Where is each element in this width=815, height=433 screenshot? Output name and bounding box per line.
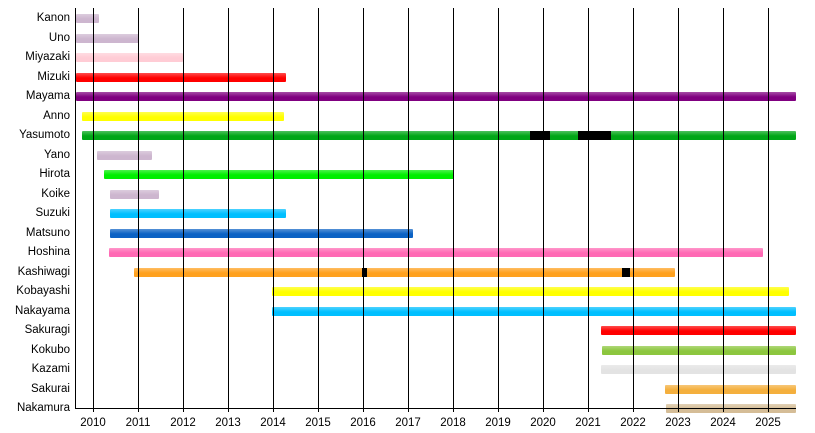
gridline-2024 bbox=[723, 8, 724, 412]
row-label-kanon: Kanon bbox=[36, 12, 70, 24]
x-tick-label-2019: 2019 bbox=[485, 417, 511, 429]
row-label-kokubo: Kokubo bbox=[30, 343, 70, 356]
x-tick-label-2013: 2013 bbox=[215, 417, 241, 429]
timeline-bar-sakuragi bbox=[601, 326, 796, 335]
x-tick-label-2021: 2021 bbox=[575, 417, 601, 429]
gridline-2025 bbox=[768, 8, 769, 412]
gridline-2015 bbox=[318, 8, 319, 412]
row-label-mizuki: Mizuki bbox=[37, 70, 70, 83]
row-label-kazami: Kazami bbox=[31, 363, 70, 375]
gridline-2011 bbox=[138, 8, 139, 412]
gridline-2014 bbox=[273, 8, 274, 412]
row-label-uno: Uno bbox=[48, 31, 70, 44]
row-label-koike: Koike bbox=[41, 187, 70, 200]
gridline-2022 bbox=[633, 8, 634, 412]
x-tick-label-2018: 2018 bbox=[440, 417, 466, 429]
row-label-anno: Anno bbox=[43, 109, 70, 122]
x-tick-label-2022: 2022 bbox=[620, 417, 646, 429]
hiatus-segment-kashiwagi-1 bbox=[362, 267, 368, 277]
row-label-hoshina: Hoshina bbox=[27, 246, 70, 258]
timeline-bar-sakurai bbox=[664, 384, 796, 394]
hiatus-segment-yasumoto-1 bbox=[529, 131, 551, 140]
row-label-mayama: Mayama bbox=[25, 90, 70, 102]
row-label-matsuno: Matsuno bbox=[25, 226, 70, 239]
timeline-bar-suzuki bbox=[110, 209, 287, 218]
row-label-sakuragi: Sakuragi bbox=[24, 324, 70, 336]
timeline-bar-matsuno bbox=[110, 228, 413, 238]
timeline-bar-yasumoto bbox=[82, 131, 796, 140]
timeline-bar-mizuki bbox=[75, 72, 287, 82]
gridline-2016 bbox=[363, 8, 364, 412]
timeline-bar-hoshina bbox=[109, 248, 764, 257]
row-label-suzuki: Suzuki bbox=[35, 207, 70, 219]
gridline-2021 bbox=[588, 8, 589, 412]
hiatus-segment-yasumoto-2 bbox=[578, 131, 611, 140]
x-tick-label-2016: 2016 bbox=[350, 417, 376, 429]
timeline-bar-kobayashi bbox=[272, 287, 790, 296]
timeline-bar-uno bbox=[75, 33, 139, 43]
row-label-nakayama: Nakayama bbox=[15, 304, 70, 317]
x-tick-label-2012: 2012 bbox=[170, 417, 196, 429]
gridline-2020 bbox=[543, 8, 544, 412]
gridline-2018 bbox=[453, 8, 454, 412]
timeline-bar-anno bbox=[82, 111, 284, 121]
gridline-2017 bbox=[408, 8, 409, 412]
row-label-miyazaki: Miyazaki bbox=[25, 51, 70, 63]
timeline-bar-koike bbox=[110, 189, 160, 199]
timeline-bar-kashiwagi bbox=[133, 267, 675, 277]
gridline-2019 bbox=[498, 8, 499, 412]
timeline-bar-hirota bbox=[103, 170, 454, 179]
y-axis-line bbox=[75, 8, 76, 408]
row-label-nakamura: Nakamura bbox=[16, 402, 70, 414]
x-tick-label-2020: 2020 bbox=[530, 417, 556, 429]
x-tick-label-2015: 2015 bbox=[305, 417, 331, 429]
row-label-sakurai: Sakurai bbox=[31, 382, 70, 395]
gridline-2010 bbox=[93, 8, 94, 412]
x-tick-label-2024: 2024 bbox=[710, 417, 736, 429]
gridline-2012 bbox=[183, 8, 184, 412]
row-label-kashiwagi: Kashiwagi bbox=[17, 265, 70, 278]
x-tick-label-2025: 2025 bbox=[755, 417, 781, 429]
hiatus-segment-kashiwagi-2 bbox=[622, 267, 630, 277]
x-tick-label-2023: 2023 bbox=[665, 417, 691, 429]
timeline-bar-kokubo bbox=[601, 345, 796, 355]
timeline-bar-kazami bbox=[601, 365, 796, 374]
row-label-yasumoto: Yasumoto bbox=[19, 129, 70, 141]
x-tick-label-2011: 2011 bbox=[125, 417, 151, 429]
gridline-2013 bbox=[228, 8, 229, 412]
timeline-bar-mayama bbox=[75, 92, 796, 101]
timeline-bar-kanon bbox=[75, 14, 99, 23]
gridline-2023 bbox=[678, 8, 679, 412]
row-label-kobayashi: Kobayashi bbox=[16, 285, 70, 297]
x-tick-label-2010: 2010 bbox=[80, 417, 106, 429]
row-label-yano: Yano bbox=[43, 148, 70, 161]
timeline-bar-nakayama bbox=[272, 306, 796, 316]
x-axis-line bbox=[75, 408, 796, 409]
timeline-bar-miyazaki bbox=[75, 53, 183, 62]
x-tick-label-2017: 2017 bbox=[395, 417, 421, 429]
timeline-bar-yano bbox=[97, 150, 152, 160]
row-label-hirota: Hirota bbox=[39, 168, 70, 180]
x-tick-label-2014: 2014 bbox=[260, 417, 286, 429]
